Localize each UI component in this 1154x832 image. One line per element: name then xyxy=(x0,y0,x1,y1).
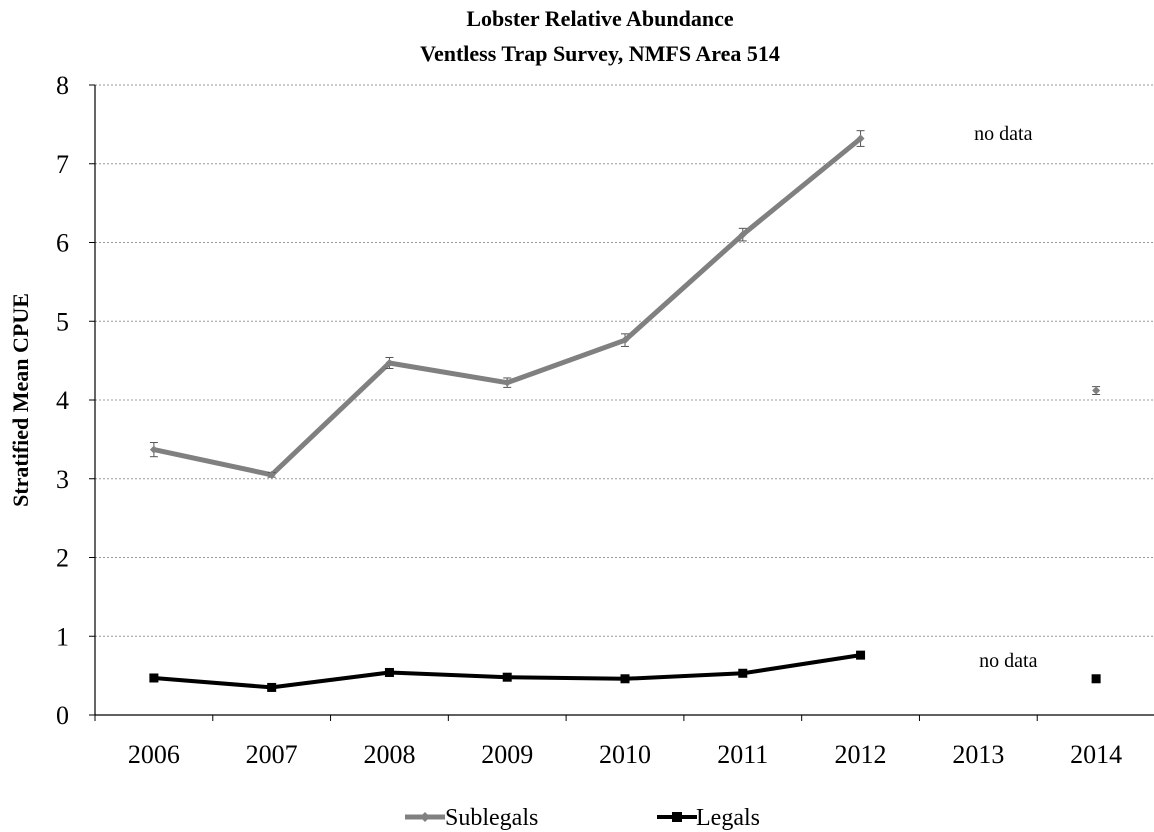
no-data-annotation: no data xyxy=(974,123,1032,145)
axes: 0 1 2 3 4 5 6 7 8 2006 2007 2008 2009 2010 2011 2012 201… xyxy=(56,71,1154,769)
data-point-sublegals xyxy=(503,378,512,387)
data-point-legals xyxy=(1091,674,1101,684)
series-group xyxy=(149,130,1101,692)
y-tick-label: 4 xyxy=(56,386,69,415)
data-point-legals xyxy=(502,672,512,682)
x-tick-label: 2006 xyxy=(128,740,180,769)
x-tick-label: 2013 xyxy=(952,740,1004,769)
legend-item-sublegals: Sublegals xyxy=(405,805,538,831)
x-tick-label: 2010 xyxy=(599,740,651,769)
legend-marker xyxy=(672,812,682,822)
chart-title-line-1: Lobster Relative Abundance xyxy=(466,6,734,31)
data-point-sublegals xyxy=(738,230,747,239)
series-line-legals xyxy=(153,653,861,690)
x-tick-label: 2009 xyxy=(481,740,533,769)
x-tick-label: 2012 xyxy=(835,740,887,769)
data-point-sublegals xyxy=(267,470,276,479)
annotations: no data no data xyxy=(974,123,1037,672)
data-point-legals xyxy=(620,674,630,684)
series-line-sublegals xyxy=(153,136,863,478)
y-tick-label: 7 xyxy=(56,150,69,179)
data-point-legals xyxy=(738,668,748,678)
data-point-legals xyxy=(384,667,394,677)
y-tick-label: 1 xyxy=(56,622,69,651)
data-point-sublegals xyxy=(856,134,865,143)
x-tick-label: 2014 xyxy=(1070,740,1122,769)
legend-marker xyxy=(420,812,430,822)
data-point-sublegals xyxy=(149,445,158,454)
x-tick-label: 2007 xyxy=(246,740,298,769)
data-point-sublegals xyxy=(1092,386,1101,395)
y-tick-label: 5 xyxy=(56,307,69,336)
y-tick-label: 6 xyxy=(56,229,69,258)
x-tick-label: 2008 xyxy=(363,740,415,769)
chart-title-line-2: Ventless Trap Survey, NMFS Area 514 xyxy=(420,41,780,66)
legend: Sublegals Legals xyxy=(405,805,760,831)
y-axis-label: Stratified Mean CPUE xyxy=(8,293,33,507)
legend-label: Sublegals xyxy=(445,805,538,831)
y-tick-label: 2 xyxy=(56,544,69,573)
y-tick-label: 0 xyxy=(56,701,69,730)
data-point-sublegals xyxy=(621,336,629,345)
data-point-sublegals xyxy=(385,358,394,367)
x-tick-label: 2011 xyxy=(717,740,768,769)
legend-item-legals: Legals xyxy=(657,805,760,831)
data-point-legals xyxy=(149,673,159,683)
y-tick-label: 3 xyxy=(56,465,69,494)
series-legals xyxy=(149,650,1101,692)
legend-label: Legals xyxy=(696,805,760,831)
data-point-legals xyxy=(267,682,277,692)
data-point-legals xyxy=(856,650,866,660)
series-sublegals xyxy=(149,130,1101,479)
no-data-annotation: no data xyxy=(979,650,1037,672)
gridlines xyxy=(95,84,1154,637)
y-tick-label: 8 xyxy=(56,71,69,100)
